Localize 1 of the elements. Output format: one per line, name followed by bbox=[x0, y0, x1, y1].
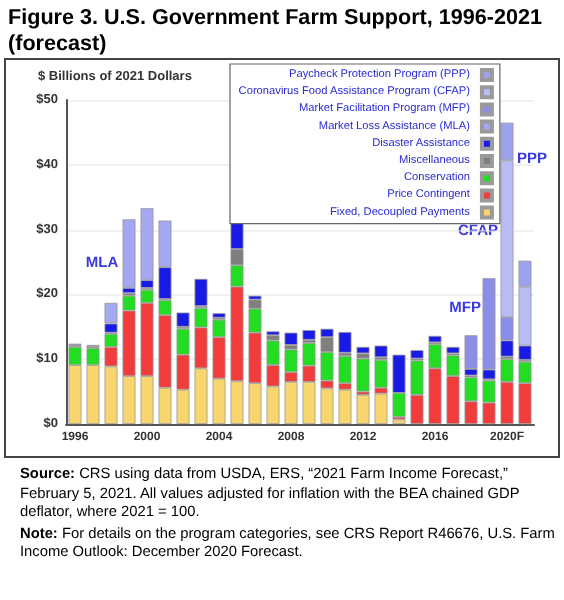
chart-title: Figure 3. U.S. Government Farm Support, 1996-2021 (forecast) bbox=[6, 4, 545, 58]
